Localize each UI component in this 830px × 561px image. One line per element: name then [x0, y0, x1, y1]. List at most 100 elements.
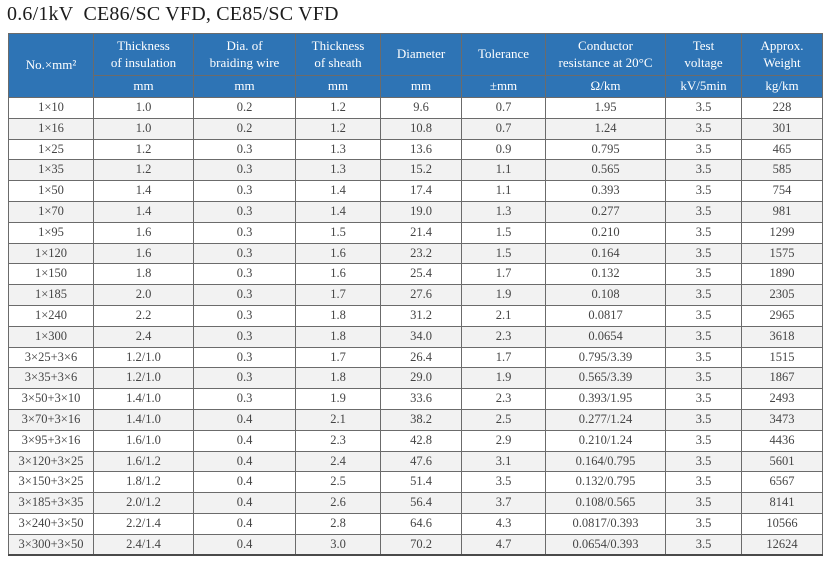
value-cell: 0.277 — [545, 200, 666, 223]
value-cell: 1.3 — [461, 200, 546, 223]
value-cell: 1.4 — [93, 180, 194, 202]
value-cell: 1.1 — [461, 180, 546, 202]
table-row: 1×25 1.2 0.3 1.3 13.6 0.9 0.795 3.5 465 — [8, 138, 823, 161]
value-cell: 0.4 — [193, 512, 296, 535]
value-cell: 0.3 — [193, 388, 296, 410]
value-cell: 47.6 — [380, 450, 462, 473]
table-row: 3×35+3×6 1.2/1.0 0.3 1.8 29.0 1.9 0.565/3.39 3.… — [8, 367, 823, 390]
value-cell: 1.6 — [93, 221, 194, 244]
value-cell: 1.4/1.0 — [93, 408, 194, 431]
size-cell: 1×10 — [8, 97, 94, 119]
value-cell: 10.8 — [380, 117, 462, 140]
table-row: 1×120 1.6 0.3 1.6 23.2 1.5 0.164 3.5 1575 — [8, 242, 823, 265]
value-cell: 0.565 — [545, 159, 666, 182]
value-cell: 0.2 — [193, 117, 296, 140]
column-header-diameter: Diameter — [380, 33, 462, 76]
table-row: 1×50 1.4 0.3 1.4 17.4 1.1 0.393 3.5 754 — [8, 180, 823, 202]
value-cell: 0.4 — [193, 408, 296, 431]
size-cell: 3×95+3×16 — [8, 429, 94, 452]
size-cell: 1×70 — [8, 200, 94, 223]
value-cell: 3.5 — [665, 138, 742, 161]
value-cell: 1.8 — [93, 263, 194, 286]
value-cell: 0.0817/0.393 — [545, 512, 666, 535]
value-cell: 3.5 — [665, 159, 742, 182]
value-cell: 1.9 — [295, 388, 381, 410]
value-cell: 23.2 — [380, 242, 462, 265]
value-cell: 1299 — [741, 221, 823, 244]
table-row: 1×240 2.2 0.3 1.8 31.2 2.1 0.0817 3.5 2965 — [8, 304, 823, 327]
value-cell: 0.3 — [193, 138, 296, 161]
value-cell: 3.5 — [665, 533, 742, 556]
value-cell: 0.4 — [193, 492, 296, 514]
value-cell: 0.0817 — [545, 304, 666, 327]
value-cell: 3.5 — [665, 492, 742, 514]
value-cell: 0.3 — [193, 325, 296, 348]
value-cell: 1.3 — [295, 159, 381, 182]
value-cell: 64.6 — [380, 512, 462, 535]
value-cell: 1.5 — [295, 221, 381, 244]
value-cell: 2965 — [741, 304, 823, 327]
value-cell: 0.4 — [193, 471, 296, 494]
value-cell: 3.5 — [665, 429, 742, 452]
value-cell: 1.2 — [295, 117, 381, 140]
size-cell: 3×185+3×35 — [8, 492, 94, 514]
value-cell: 6567 — [741, 471, 823, 494]
value-cell: 1.7 — [295, 346, 381, 369]
value-cell: 51.4 — [380, 471, 462, 494]
table-header: No.×mm² Thickness of insulation Dia. of … — [8, 33, 823, 98]
size-cell: 1×185 — [8, 284, 94, 306]
value-cell: 0.0654/0.393 — [545, 533, 666, 556]
value-cell: 1.2 — [93, 138, 194, 161]
value-cell: 465 — [741, 138, 823, 161]
value-cell: 1.9 — [461, 284, 546, 306]
value-cell: 1.8 — [295, 304, 381, 327]
value-cell: 0.3 — [193, 221, 296, 244]
table-row: 1×300 2.4 0.3 1.8 34.0 2.3 0.0654 3.5 3618 — [8, 325, 823, 348]
value-cell: 0.2 — [193, 97, 296, 119]
value-cell: 3.5 — [665, 346, 742, 369]
table-row: 1×10 1.0 0.2 1.2 9.6 0.7 1.95 3.5 228 — [8, 97, 823, 119]
value-cell: 1.2/1.0 — [93, 367, 194, 390]
value-cell: 981 — [741, 200, 823, 223]
value-cell: 1.8 — [295, 367, 381, 390]
value-cell: 3.5 — [665, 200, 742, 223]
value-cell: 0.3 — [193, 159, 296, 182]
value-cell: 1.24 — [545, 117, 666, 140]
value-cell: 1.8 — [295, 325, 381, 348]
size-cell: 1×240 — [8, 304, 94, 327]
value-cell: 3.5 — [665, 221, 742, 244]
size-cell: 3×150+3×25 — [8, 471, 94, 494]
value-cell: 0.9 — [461, 138, 546, 161]
value-cell: 1.6/1.0 — [93, 429, 194, 452]
value-cell: 1.6 — [295, 242, 381, 265]
value-cell: 2493 — [741, 388, 823, 410]
value-cell: 1.9 — [461, 367, 546, 390]
value-cell: 2.5 — [295, 471, 381, 494]
value-cell: 12624 — [741, 533, 823, 556]
value-cell: 0.277/1.24 — [545, 408, 666, 431]
value-cell: 70.2 — [380, 533, 462, 556]
value-cell: 2.9 — [461, 429, 546, 452]
size-cell: 1×120 — [8, 242, 94, 265]
value-cell: 15.2 — [380, 159, 462, 182]
value-cell: 3.5 — [665, 263, 742, 286]
value-cell: 0.393 — [545, 180, 666, 202]
size-cell: 3×25+3×6 — [8, 346, 94, 369]
value-cell: 4.3 — [461, 512, 546, 535]
value-cell: 3.5 — [665, 367, 742, 390]
value-cell: 1.5 — [461, 221, 546, 244]
value-cell: 3.5 — [665, 325, 742, 348]
value-cell: 3.5 — [665, 284, 742, 306]
column-header-braiding: Dia. of braiding wire — [193, 33, 296, 76]
value-cell: 4436 — [741, 429, 823, 452]
value-cell: 1.8/1.2 — [93, 471, 194, 494]
value-cell: 228 — [741, 97, 823, 119]
table-row: 3×150+3×25 1.8/1.2 0.4 2.5 51.4 3.5 0.132/0.79… — [8, 471, 823, 494]
value-cell: 0.393/1.95 — [545, 388, 666, 410]
header-label-row: No.×mm² Thickness of insulation Dia. of … — [8, 33, 823, 98]
unit-braiding: mm — [193, 75, 296, 98]
value-cell: 1.6 — [295, 263, 381, 286]
value-cell: 3.5 — [665, 180, 742, 202]
column-header-weight: Approx. Weight — [741, 33, 823, 76]
